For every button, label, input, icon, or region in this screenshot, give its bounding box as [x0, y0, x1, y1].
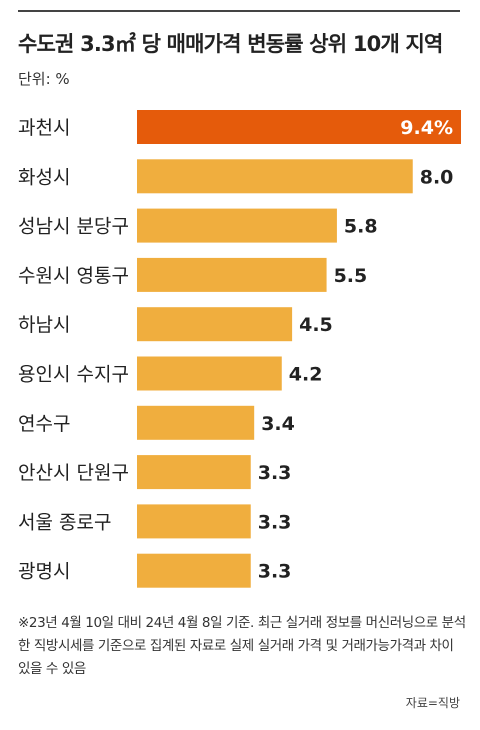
category-label-연수구: 연수구 — [18, 413, 70, 435]
bar-수원시-영통구 — [137, 257, 327, 292]
value-label-서울-종로구: 3.3 — [258, 511, 292, 533]
value-label-하남시: 4.5 — [299, 314, 333, 336]
category-label-하남시: 하남시 — [18, 314, 70, 336]
value-label-광명시: 3.3 — [258, 561, 292, 583]
bar-하남시 — [137, 307, 293, 342]
value-label-용인시-수지구: 4.2 — [289, 364, 323, 386]
value-label-수원시-영통구: 5.5 — [334, 265, 368, 287]
unit-label: 단위: % — [18, 70, 70, 88]
bar-연수구 — [137, 405, 255, 440]
category-label-과천시: 과천시 — [18, 117, 70, 139]
category-label-용인시-수지구: 용인시 수지구 — [18, 364, 129, 386]
category-label-광명시: 광명시 — [18, 561, 70, 583]
top-rule — [18, 10, 460, 12]
category-label-안산시-단원구: 안산시 단원구 — [18, 462, 129, 484]
bar-광명시 — [137, 553, 251, 588]
bar-chart: 과천시 9.4% 화성시 8.0 성남시 분당구 5.8 수원시 영통구 5.5 하남시 4.5 용… — [18, 110, 461, 588]
bar-과천시 — [137, 110, 461, 144]
bar-용인시-수지구 — [137, 356, 282, 391]
value-label-과천시: 9.4% — [400, 117, 453, 139]
value-label-안산시-단원구: 3.3 — [258, 462, 292, 484]
bar-화성시 — [137, 159, 413, 194]
category-label-화성시: 화성시 — [18, 166, 70, 188]
source-credit: 자료=직방 — [405, 696, 460, 710]
bar-성남시-분당구 — [137, 208, 337, 243]
value-label-성남시-분당구: 5.8 — [344, 216, 378, 238]
category-label-수원시-영통구: 수원시 영통구 — [18, 265, 129, 287]
chart-title: 수도권 3.3㎡ 당 매매가격 변동률 상위 10개 지역 — [18, 32, 443, 56]
category-label-성남시-분당구: 성남시 분당구 — [18, 216, 129, 238]
category-label-서울-종로구: 서울 종로구 — [18, 511, 111, 533]
value-label-화성시: 8.0 — [420, 166, 454, 188]
value-label-연수구: 3.4 — [261, 413, 295, 435]
bar-안산시-단원구 — [137, 455, 251, 490]
footnote: ※23년 4월 10일 대비 24년 4월 8일 기준. 최근 실거래 정보를 … — [18, 615, 466, 677]
bar-서울-종로구 — [137, 504, 251, 539]
